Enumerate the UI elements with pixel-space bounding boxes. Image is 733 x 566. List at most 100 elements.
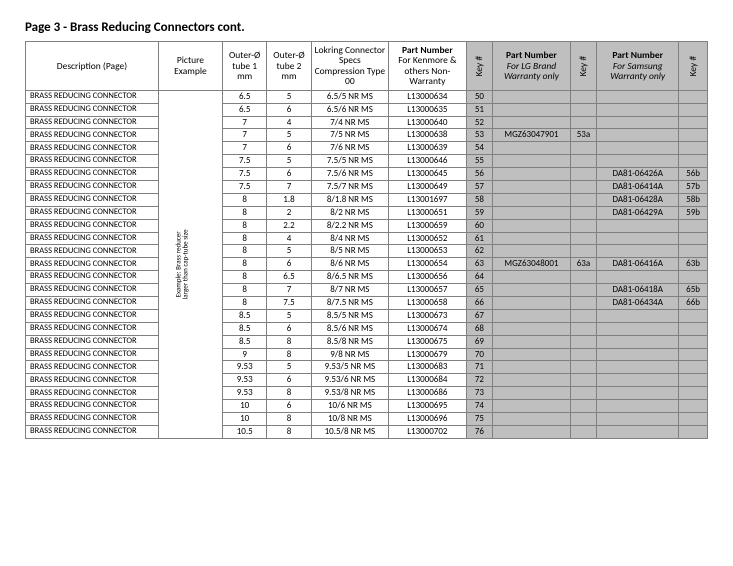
table-row: BRASS REDUCING CONNECTOR767/6 NR MSL1300… [26,142,708,155]
cell-pn: L13000702 [389,425,467,438]
cell-pn: L13000679 [389,348,467,361]
cell-k: 74 [466,400,493,413]
cell-sam: DA81-06434A [597,297,679,310]
cell-sam [597,413,679,426]
cell-k2 [570,297,597,310]
cell-k3 [679,90,708,103]
cell-lg [493,271,571,284]
table-row: BRASS REDUCING CONNECTOR9.5359.53/5 NR M… [26,361,708,374]
cell-pn: L13000649 [389,180,467,193]
cell-pn: L13000684 [389,374,467,387]
cell-k2 [570,206,597,219]
cell-od1: 10 [223,413,267,426]
cell-lg [493,168,571,181]
cell-spec: 10/8 NR MS [311,413,389,426]
cell-desc: BRASS REDUCING CONNECTOR [26,206,159,219]
cell-k3: 58b [679,193,708,206]
cell-desc: BRASS REDUCING CONNECTOR [26,155,159,168]
cell-lg [493,180,571,193]
cell-desc: BRASS REDUCING CONNECTOR [26,219,159,232]
cell-lg: MGZ63048001 [493,258,571,271]
cell-k: 71 [466,361,493,374]
cell-sam [597,232,679,245]
cell-k: 69 [466,335,493,348]
cell-pn: L13000657 [389,284,467,297]
cell-od2: 5 [267,129,311,142]
table-row: BRASS REDUCING CONNECTOR8.568.5/6 NR MSL… [26,322,708,335]
cell-desc: BRASS REDUCING CONNECTOR [26,374,159,387]
cell-spec: 8/6.5 NR MS [311,271,389,284]
table-row: BRASS REDUCING CONNECTOR848/4 NR MSL1300… [26,232,708,245]
cell-pn: L13000652 [389,232,467,245]
cell-k: 50 [466,90,493,103]
cell-lg [493,116,571,129]
cell-k: 55 [466,155,493,168]
cell-od2: 7 [267,180,311,193]
cell-k3: 63b [679,258,708,271]
cell-od1: 8 [223,258,267,271]
cell-pn: L13000635 [389,103,467,116]
cell-k: 51 [466,103,493,116]
cell-k: 65 [466,284,493,297]
cell-sam: DA81-06414A [597,180,679,193]
cell-k: 63 [466,258,493,271]
cell-sam [597,322,679,335]
hdr-sam-l2: For Samsung Warranty only [610,60,665,82]
cell-k2 [570,142,597,155]
cell-spec: 6.5/5 NR MS [311,90,389,103]
cell-k3 [679,103,708,116]
cell-sam [597,400,679,413]
cell-od1: 7.5 [223,155,267,168]
cell-k: 64 [466,271,493,284]
page-title: Page 3 - Brass Reducing Connectors cont. [25,20,708,35]
cell-lg [493,142,571,155]
cell-k: 72 [466,374,493,387]
cell-spec: 8/1.8 NR MS [311,193,389,206]
cell-od2: 2 [267,206,311,219]
cell-k2 [570,116,597,129]
table-row: BRASS REDUCING CONNECTOR858/5 NR MSL1300… [26,245,708,258]
hdr-key1: Key # [466,42,493,91]
cell-lg [493,155,571,168]
cell-lg [493,400,571,413]
cell-spec: 8/2.2 NR MS [311,219,389,232]
cell-k: 66 [466,297,493,310]
cell-od2: 5 [267,245,311,258]
cell-od2: 5 [267,361,311,374]
cell-sam: DA81-06418A [597,284,679,297]
cell-spec: 10.5/8 NR MS [311,425,389,438]
cell-spec: 7.5/7 NR MS [311,180,389,193]
cell-desc: BRASS REDUCING CONNECTOR [26,245,159,258]
cell-od2: 6 [267,258,311,271]
cell-k: 68 [466,322,493,335]
cell-spec: 9.53/5 NR MS [311,361,389,374]
table-row: BRASS REDUCING CONNECTOR828/2 NR MSL1300… [26,206,708,219]
cell-od2: 6 [267,400,311,413]
table-row: BRASS REDUCING CONNECTOR7.577.5/7 NR MSL… [26,180,708,193]
cell-desc: BRASS REDUCING CONNECTOR [26,129,159,142]
cell-lg [493,206,571,219]
cell-sam [597,245,679,258]
cell-k3: 57b [679,180,708,193]
table-row: BRASS REDUCING CONNECTOR87.58/7.5 NR MSL… [26,297,708,310]
cell-k: 60 [466,219,493,232]
cell-od2: 6 [267,142,311,155]
cell-sam [597,425,679,438]
cell-k2 [570,387,597,400]
cell-sam [597,348,679,361]
hdr-kenmore-l2: For Kenmore & others Non-Warranty [398,54,456,87]
cell-k: 75 [466,413,493,426]
hdr-pic: Picture Example [158,42,222,91]
cell-od1: 9.53 [223,374,267,387]
cell-k3: 65b [679,284,708,297]
cell-od1: 9 [223,348,267,361]
cell-k2: 53a [570,129,597,142]
cell-k: 70 [466,348,493,361]
cell-k3 [679,322,708,335]
cell-k3 [679,335,708,348]
cell-k2 [570,361,597,374]
cell-pn: L13000675 [389,335,467,348]
cell-od1: 10.5 [223,425,267,438]
cell-k3 [679,387,708,400]
cell-lg [493,232,571,245]
